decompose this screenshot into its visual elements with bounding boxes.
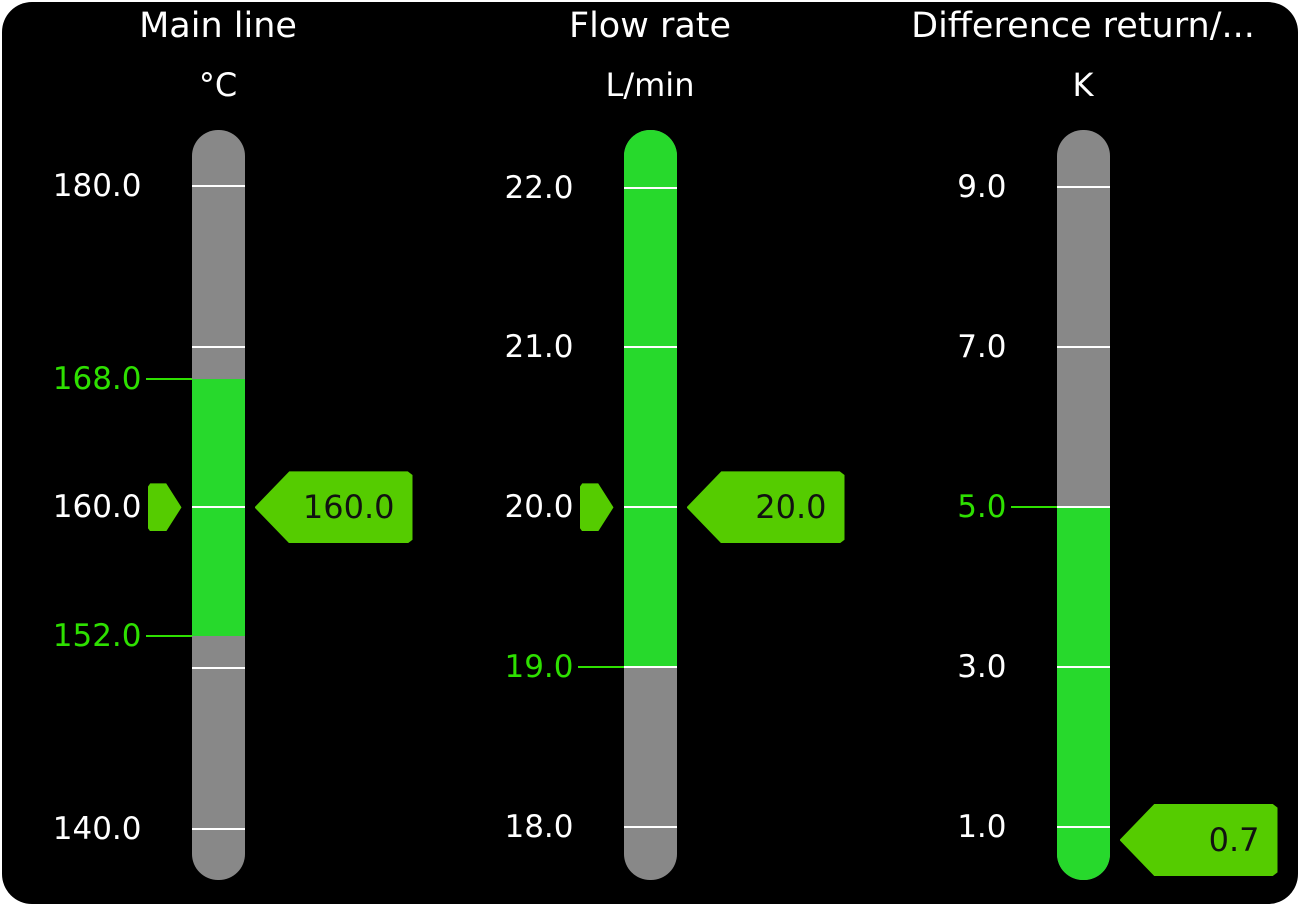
tick-label: 160.0	[52, 489, 142, 526]
tick-mark	[623, 506, 677, 509]
limit-line	[145, 634, 192, 637]
limit-label: 19.0	[504, 649, 574, 686]
tick-mark	[623, 826, 677, 829]
tick-label: 1.0	[957, 809, 1007, 846]
gauge-unit: K	[1072, 66, 1094, 104]
value-indicator: 20.0	[686, 471, 845, 544]
value-label: 20.0	[755, 488, 827, 527]
gauge-title: Flow rate	[568, 6, 732, 46]
gauge-title: Difference return/...	[911, 6, 1255, 46]
tick-mark	[623, 346, 677, 349]
gauge-bar	[623, 130, 677, 880]
tick-label: 9.0	[957, 168, 1007, 205]
tick-label: 21.0	[504, 329, 574, 366]
gauge-bar	[191, 130, 245, 880]
range-band	[623, 130, 677, 668]
value-indicator: 160.0	[254, 471, 413, 544]
limit-label: 152.0	[52, 617, 142, 654]
limit-label: 5.0	[957, 489, 1007, 525]
tick-label: 22.0	[504, 169, 574, 206]
gauge-unit: °C	[198, 66, 238, 104]
tick-label: 18.0	[504, 809, 574, 846]
tick-mark	[1056, 185, 1110, 188]
value-indicator: 0.7	[1119, 804, 1278, 876]
tick-label: 7.0	[957, 328, 1007, 365]
limit-line	[577, 666, 624, 669]
tick-mark	[1056, 666, 1110, 669]
gauge-bar	[1056, 130, 1110, 880]
tick-label: 20.0	[504, 489, 574, 526]
tick-label: 180.0	[52, 168, 142, 205]
limit-line	[1010, 506, 1057, 508]
tick-mark	[1056, 506, 1110, 508]
tick-mark	[623, 666, 677, 669]
tick-label: 3.0	[957, 649, 1007, 686]
tick-mark	[623, 186, 677, 189]
value-label: 160.0	[302, 488, 395, 527]
tick-label: 140.0	[52, 810, 142, 847]
value-label: 0.7	[1208, 821, 1260, 859]
limit-label: 168.0	[52, 360, 142, 397]
tick-mark	[191, 185, 245, 188]
limit-line	[145, 377, 192, 380]
gauge-title: Main line	[139, 6, 297, 46]
tick-mark	[191, 667, 245, 669]
tick-mark	[191, 345, 245, 348]
tick-mark	[1056, 345, 1110, 348]
tick-mark	[191, 827, 245, 830]
setpoint-pointer-icon[interactable]	[147, 483, 182, 532]
tick-mark	[191, 506, 245, 509]
setpoint-pointer-icon[interactable]	[579, 483, 614, 532]
range-band	[1056, 507, 1110, 880]
tick-mark	[1056, 826, 1110, 829]
gauge-unit: L/min	[605, 66, 695, 104]
